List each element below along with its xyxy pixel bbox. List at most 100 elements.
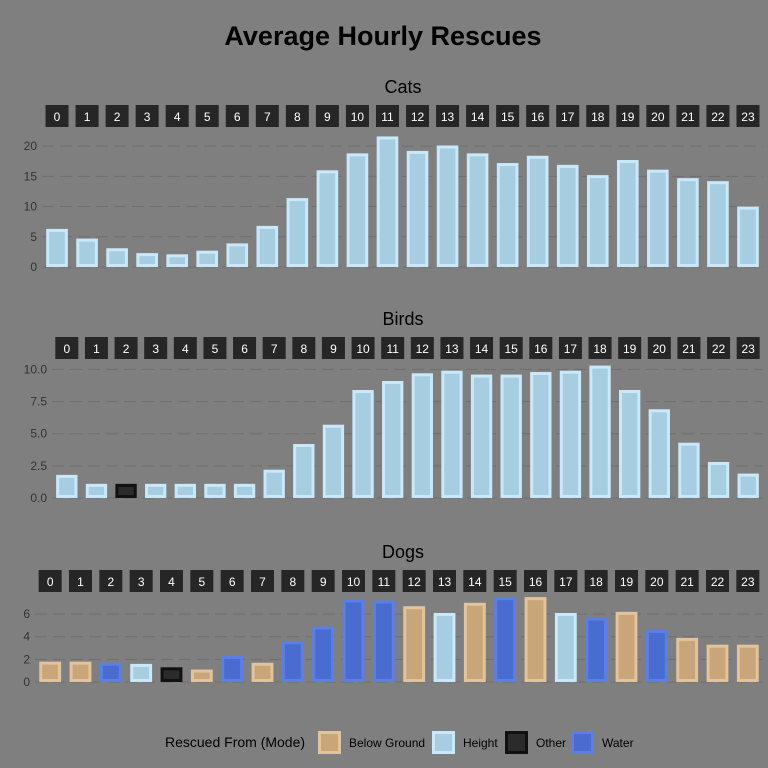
facet-strip	[203, 337, 227, 359]
facet-strip	[645, 570, 669, 592]
bar	[524, 597, 547, 683]
bar	[352, 390, 374, 498]
facet-strip	[375, 105, 399, 127]
hour-label: 7	[271, 342, 278, 356]
facet-strip	[707, 337, 731, 359]
bar	[166, 254, 189, 268]
bar	[382, 381, 404, 498]
hour-label: 21	[682, 342, 696, 356]
hour-label: 18	[589, 575, 603, 589]
hour-label: 10	[356, 342, 370, 356]
facet-strip	[493, 570, 517, 592]
hour-label: 20	[651, 110, 665, 124]
y-tick-label: 5	[30, 230, 37, 244]
facet-strip	[195, 105, 219, 127]
bar	[190, 669, 213, 682]
hour-label: 15	[505, 342, 519, 356]
hour-label: 8	[289, 575, 296, 589]
hour-label: 11	[381, 110, 394, 124]
legend-key	[432, 731, 455, 754]
facet-strip	[675, 570, 699, 592]
facet-strip	[55, 337, 79, 359]
bar	[99, 662, 122, 683]
facet-strip	[524, 570, 547, 592]
facet-strip	[342, 570, 365, 592]
facet-strip	[440, 337, 464, 359]
hour-label: 15	[501, 110, 515, 124]
y-tick-label: 0.0	[30, 491, 47, 505]
facet-strip	[406, 105, 430, 127]
facet-strip	[262, 337, 286, 359]
bar	[145, 483, 167, 499]
facet-strip	[499, 337, 523, 359]
bar	[619, 390, 641, 498]
facet-strip	[584, 570, 608, 592]
bar	[204, 483, 226, 499]
hour-label: 20	[653, 342, 667, 356]
chart-title: Average Hourly Rescues	[224, 21, 541, 51]
y-tick-label: 2.5	[30, 459, 47, 473]
bar	[737, 473, 759, 499]
bar	[281, 641, 304, 683]
bar	[411, 373, 433, 498]
bar	[251, 662, 274, 683]
facet-strip	[736, 570, 760, 592]
legend-label: Other	[536, 736, 566, 750]
legend-key	[571, 731, 594, 754]
hour-label: 2	[107, 575, 114, 589]
y-tick-label: 6	[23, 607, 30, 621]
bar	[559, 370, 582, 499]
panel-title: Dogs	[382, 542, 424, 562]
facet-strip	[677, 337, 701, 359]
hour-label: 7	[259, 575, 266, 589]
hour-label: 23	[741, 110, 755, 124]
legend-label: Water	[602, 736, 634, 750]
facet-strip	[588, 337, 612, 359]
facet-strip	[436, 105, 460, 127]
hour-label: 11	[386, 342, 399, 356]
y-tick-label: 7.5	[30, 395, 47, 409]
facet-strip	[75, 105, 99, 127]
hour-label: 14	[468, 575, 482, 589]
bar	[226, 243, 249, 267]
y-tick-label: 5.0	[30, 427, 47, 441]
y-tick-label: 0	[30, 260, 37, 274]
bar	[645, 629, 668, 683]
bar	[263, 469, 285, 499]
hour-label: 22	[711, 575, 725, 589]
hour-label: 5	[212, 342, 219, 356]
facet-strip	[646, 105, 670, 127]
bar	[286, 198, 309, 268]
hour-label: 21	[680, 575, 694, 589]
bar	[85, 483, 108, 499]
hour-label: 5	[204, 110, 211, 124]
bar	[706, 644, 729, 683]
hour-label: 1	[84, 110, 91, 124]
facet-strip	[84, 337, 108, 359]
facet-strip	[129, 570, 153, 592]
facet-strip	[69, 570, 92, 592]
facet-strip	[616, 105, 640, 127]
facet-strip	[402, 570, 426, 592]
hour-label: 17	[564, 342, 578, 356]
hour-label: 12	[416, 342, 430, 356]
bar	[56, 474, 78, 499]
hour-label: 8	[300, 342, 307, 356]
bar	[556, 164, 579, 267]
facet-strip	[321, 337, 345, 359]
bar	[466, 153, 489, 267]
facet-strip	[615, 570, 638, 592]
facet-strip	[463, 570, 487, 592]
hour-label: 0	[47, 575, 54, 589]
legend-key	[318, 731, 341, 754]
legend-label: Height	[463, 736, 498, 750]
facet-strip	[38, 570, 62, 592]
bar	[76, 238, 98, 267]
bar	[46, 228, 68, 267]
bar	[406, 150, 429, 268]
bar	[433, 612, 456, 683]
facet-strip	[706, 105, 730, 127]
facet-strip	[45, 105, 69, 127]
facet-strip	[618, 337, 642, 359]
